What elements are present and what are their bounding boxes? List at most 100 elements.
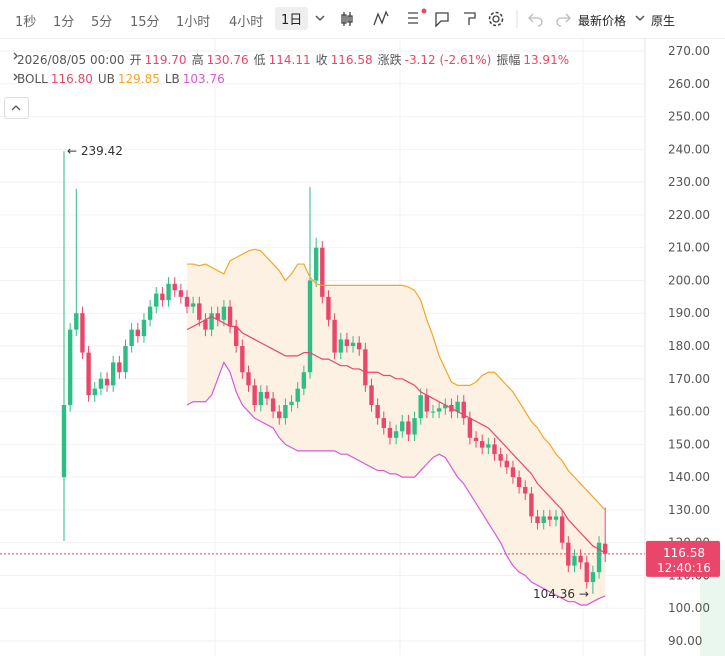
- candle-body: [406, 421, 411, 435]
- candle-body: [61, 405, 67, 478]
- candle-body: [455, 401, 460, 412]
- y-tick-label: 90.00: [668, 634, 702, 648]
- low-marker: 104.36 →: [533, 587, 589, 601]
- legend-value: 116.80: [50, 72, 93, 86]
- candle-body: [357, 342, 362, 350]
- toolbar: 1秒 1分 5分 15分 1小时 4小时 1日 最新价格 原生: [0, 0, 725, 39]
- candle-body: [559, 516, 565, 543]
- candle-body: [227, 306, 233, 327]
- candle-body: [572, 555, 577, 566]
- interval[interactable]: 5分: [91, 15, 113, 30]
- candle-body: [461, 401, 466, 419]
- candle-body: [529, 493, 534, 517]
- candle-body: [553, 516, 559, 520]
- chart-mode[interactable]: 原生: [651, 14, 676, 28]
- dropdown-icon[interactable]: [634, 12, 646, 26]
- undo-icon[interactable]: [527, 10, 545, 28]
- settings-icon[interactable]: [487, 10, 505, 28]
- dropdown-icon[interactable]: [314, 12, 326, 26]
- y-tick-label: 260.00: [668, 77, 710, 91]
- candle-body: [92, 388, 97, 396]
- y-tick-label: 210.00: [668, 241, 710, 255]
- collapse-icon: [11, 105, 21, 111]
- band-line: [186, 361, 606, 606]
- candle-body: [381, 418, 386, 428]
- candle-body: [154, 293, 159, 307]
- candle-body: [258, 391, 263, 406]
- candle-body: [436, 408, 442, 412]
- y-tick-label: 160.00: [668, 405, 710, 419]
- y-tick-label: 140.00: [668, 470, 710, 484]
- price-tag-value: 116.58: [663, 546, 705, 560]
- candle-body: [523, 486, 528, 494]
- candle-body: [369, 385, 374, 406]
- field-value: 13.91%: [523, 53, 570, 67]
- candle-body: [184, 296, 190, 307]
- indicator-legend: BOLL 116.80 UB 129.85 LB 103.76: [12, 72, 230, 86]
- field-label: 高: [191, 53, 204, 67]
- compare-icon[interactable]: [433, 10, 451, 28]
- candle-body: [603, 543, 608, 554]
- candle-body: [74, 313, 79, 330]
- interval[interactable]: 15分: [130, 15, 160, 30]
- candle-body: [129, 329, 134, 347]
- redo-icon[interactable]: [554, 10, 572, 28]
- candle-body: [430, 411, 436, 413]
- template-icon[interactable]: [461, 10, 479, 28]
- draw-icon[interactable]: [405, 8, 427, 28]
- candle-body: [313, 247, 319, 281]
- y-tick-label: 230.00: [668, 175, 710, 189]
- candle-body: [596, 542, 602, 573]
- candle-body: [510, 467, 516, 478]
- interval[interactable]: 1分: [53, 15, 75, 30]
- candle-body: [387, 427, 393, 438]
- candle-body: [467, 418, 473, 438]
- interval[interactable]: 1小时: [176, 15, 211, 30]
- candle-body: [443, 405, 448, 409]
- field-label: 振幅: [496, 53, 521, 67]
- candle-body: [197, 303, 202, 320]
- candle-body: [338, 339, 343, 353]
- candle-icon[interactable]: [340, 10, 358, 28]
- candle-body: [584, 562, 589, 583]
- interval[interactable]: 1秒: [15, 15, 37, 30]
- candle-body: [541, 516, 546, 524]
- collapse-button[interactable]: [4, 97, 29, 119]
- field-value: 116.58: [330, 53, 373, 67]
- candle-body: [492, 444, 497, 455]
- candle-body: [178, 290, 184, 297]
- ohlc-header: 2026/08/05 00:00 开 119.70 高 130.76 低 114.11 收 11…: [12, 51, 574, 68]
- candle-body: [547, 516, 553, 520]
- y-tick-label: 130.00: [668, 503, 710, 517]
- candle-body: [344, 339, 350, 347]
- interval[interactable]: 4小时: [229, 15, 264, 30]
- y-tick-label: 250.00: [668, 110, 710, 124]
- price-tag: [646, 540, 720, 577]
- indicator-icon[interactable]: [372, 10, 390, 28]
- candle-body: [98, 378, 104, 389]
- interval-active[interactable]: 1日: [275, 7, 309, 30]
- candle-body: [190, 303, 196, 307]
- candle-body: [117, 362, 122, 373]
- candle-body: [283, 405, 288, 419]
- date: 2026/08/05 00:00: [17, 53, 125, 67]
- candle-body: [473, 437, 479, 442]
- candle-body: [486, 444, 491, 448]
- candle-body: [307, 280, 313, 373]
- legend-value: 103.76: [182, 72, 225, 86]
- candle-body: [326, 296, 331, 320]
- price-type[interactable]: 最新价格: [578, 14, 627, 28]
- candle-body: [418, 395, 423, 419]
- candle-body: [240, 346, 245, 373]
- candle-body: [172, 283, 177, 291]
- candle-body: [252, 385, 257, 406]
- band-line: [187, 248, 606, 511]
- candle-body: [104, 378, 110, 386]
- candle-body: [277, 411, 282, 419]
- legend-name: BOLL: [17, 72, 48, 86]
- y-tick-label: 270.00: [668, 44, 710, 58]
- field-value: -3.12 (-2.61%): [404, 53, 492, 67]
- candle-body: [590, 572, 596, 583]
